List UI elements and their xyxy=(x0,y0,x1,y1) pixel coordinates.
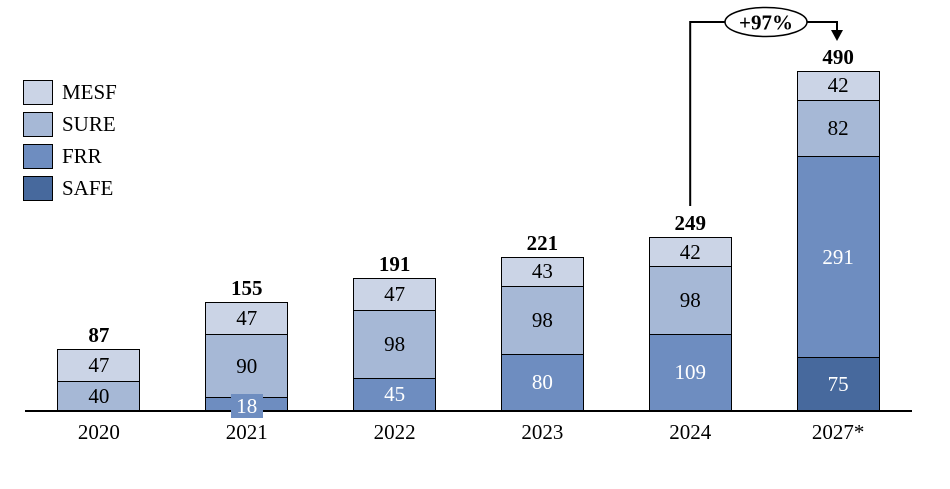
segment-sure: 90 xyxy=(206,335,288,398)
x-axis-label-2023: 2023 xyxy=(521,420,564,444)
x-axis-line xyxy=(25,410,912,412)
legend-item-mesf: MESF xyxy=(23,80,117,105)
legend-swatch-sure xyxy=(23,112,53,137)
bar-2022: 47 98 45 xyxy=(353,277,437,411)
segment-value-label: 291 xyxy=(822,244,854,269)
segment-sure: 98 xyxy=(649,267,731,335)
bar-2021: 47 90 18 xyxy=(205,302,289,418)
legend-label: SAFE xyxy=(62,176,114,200)
segment-sure: 40 xyxy=(58,382,140,410)
segment-mesf: 47 xyxy=(58,349,140,383)
segment-value-label: 98 xyxy=(679,287,701,312)
segment-value-label: 98 xyxy=(531,307,553,332)
segment-sure: 82 xyxy=(797,100,879,158)
growth-arrowhead-icon xyxy=(831,30,843,41)
segment-value-label: 43 xyxy=(531,259,553,284)
bar-total-label: 490 xyxy=(822,44,854,69)
bar-total-label: 221 xyxy=(526,230,559,255)
bar-total-label: 191 xyxy=(378,251,411,276)
bar-2023: 43 98 80 xyxy=(500,256,584,411)
legend: MESF SURE FRR SAFE xyxy=(23,80,117,208)
bar-2020: 47 40 xyxy=(57,348,141,411)
segment-mesf: 42 xyxy=(649,238,731,268)
x-axis-label-2027: 2027* xyxy=(811,420,865,444)
x-axis-label-2020: 2020 xyxy=(77,420,120,444)
segment-frr: 109 xyxy=(649,334,731,410)
segment-value-label: 80 xyxy=(531,369,553,394)
segment-value-label: 18 xyxy=(230,393,263,418)
legend-swatch-frr xyxy=(23,144,53,169)
legend-label: MESF xyxy=(62,80,117,104)
segment-value-label: 90 xyxy=(236,353,258,378)
bar-2027: 42 82 291 75 xyxy=(796,70,880,411)
segment-value-label: 45 xyxy=(384,381,406,406)
segment-value-label: 47 xyxy=(88,353,110,378)
bar-2024: 42 98 109 xyxy=(648,237,732,411)
segment-value-label: 98 xyxy=(384,332,406,357)
segment-sure: 98 xyxy=(354,311,436,379)
bar-total-label: 249 xyxy=(674,211,707,236)
segment-frr: 45 xyxy=(354,378,436,410)
legend-label: FRR xyxy=(62,144,102,168)
segment-value-label: 75 xyxy=(827,371,849,396)
segment-value-label: 42 xyxy=(827,73,849,98)
segment-value-label: 40 xyxy=(88,383,110,408)
bar-total-label: 87 xyxy=(88,322,110,347)
legend-item-frr: FRR xyxy=(23,144,117,169)
segment-mesf: 47 xyxy=(354,278,436,312)
segment-frr: 291 xyxy=(797,157,879,359)
segment-value-label: 82 xyxy=(827,116,849,141)
legend-swatch-mesf xyxy=(23,80,53,105)
segment-value-label: 109 xyxy=(674,359,707,384)
segment-value-label: 47 xyxy=(236,306,258,331)
x-axis-label-2024: 2024 xyxy=(669,420,712,444)
segment-frr: 80 xyxy=(501,354,583,410)
legend-label: SURE xyxy=(62,112,116,136)
segment-value-label: 42 xyxy=(679,239,701,264)
segment-value-label: 47 xyxy=(384,282,406,307)
segment-mesf: 42 xyxy=(797,71,879,101)
segment-safe: 75 xyxy=(797,358,879,410)
segment-mesf: 47 xyxy=(206,303,288,336)
legend-swatch-safe xyxy=(23,176,53,201)
legend-item-safe: SAFE xyxy=(23,176,117,201)
segment-sure: 98 xyxy=(501,287,583,355)
x-axis-label-2022: 2022 xyxy=(373,420,416,444)
segment-frr: 18 xyxy=(206,393,288,418)
legend-item-sure: SURE xyxy=(23,112,117,137)
growth-annotation-bubble xyxy=(724,6,808,38)
growth-annotation-label: +97% xyxy=(739,11,793,35)
segment-mesf: 43 xyxy=(501,257,583,288)
bar-total-label: 155 xyxy=(231,276,263,301)
x-axis-label-2021: 2021 xyxy=(225,420,268,444)
